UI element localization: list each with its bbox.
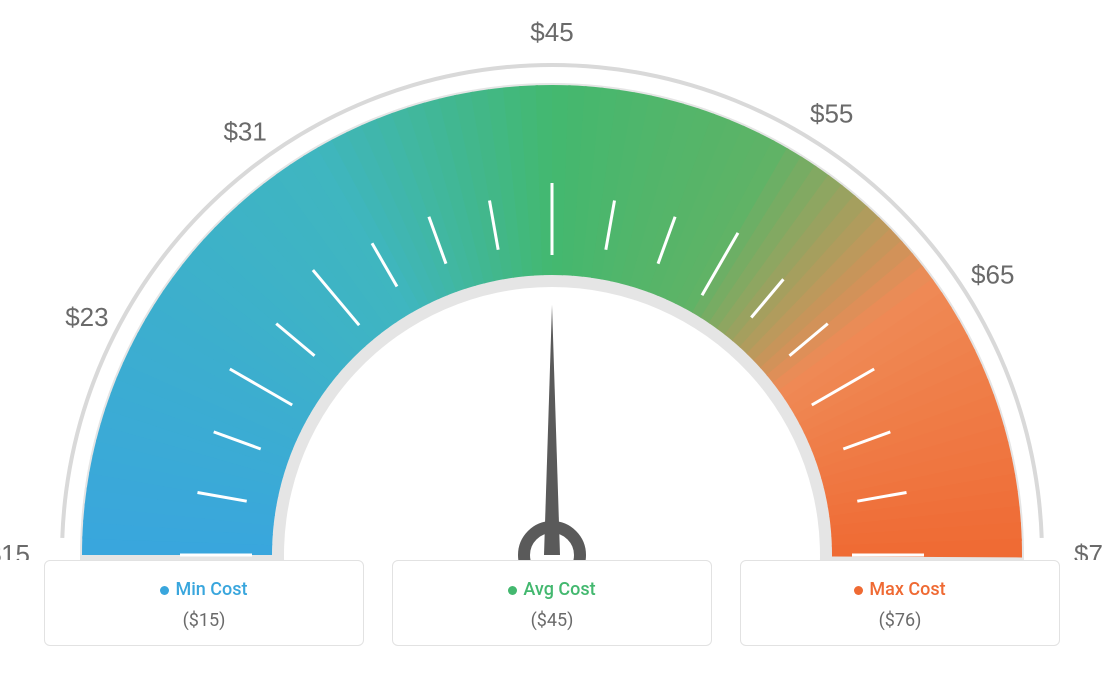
- legend-label: Min Cost: [175, 579, 247, 600]
- dot-icon: [160, 586, 169, 595]
- dot-icon: [854, 586, 863, 595]
- gauge-chart: $15 $23 $31 $45 $55 $65 $76: [0, 0, 1104, 560]
- svg-text:$76: $76: [1074, 539, 1104, 560]
- svg-text:$31: $31: [223, 117, 266, 147]
- legend-card-max: Max Cost ($76): [740, 560, 1060, 646]
- svg-text:$23: $23: [65, 302, 108, 332]
- legend-card-min: Min Cost ($15): [44, 560, 364, 646]
- legend-value-max: ($76): [751, 610, 1049, 631]
- svg-text:$45: $45: [530, 17, 573, 47]
- gauge-svg: $15 $23 $31 $45 $55 $65 $76: [0, 0, 1104, 560]
- legend-label: Avg Cost: [523, 579, 595, 600]
- svg-text:$55: $55: [810, 98, 853, 128]
- legend-value-avg: ($45): [403, 610, 701, 631]
- legend-title-max: Max Cost: [751, 579, 1049, 600]
- legend-label: Max Cost: [869, 579, 945, 600]
- legend-value-min: ($15): [55, 610, 353, 631]
- legend-row: Min Cost ($15) Avg Cost ($45) Max Cost (…: [0, 560, 1104, 646]
- legend-title-min: Min Cost: [55, 579, 353, 600]
- svg-text:$65: $65: [971, 259, 1014, 289]
- legend-card-avg: Avg Cost ($45): [392, 560, 712, 646]
- svg-text:$15: $15: [0, 539, 30, 560]
- legend-title-avg: Avg Cost: [403, 579, 701, 600]
- dot-icon: [508, 586, 517, 595]
